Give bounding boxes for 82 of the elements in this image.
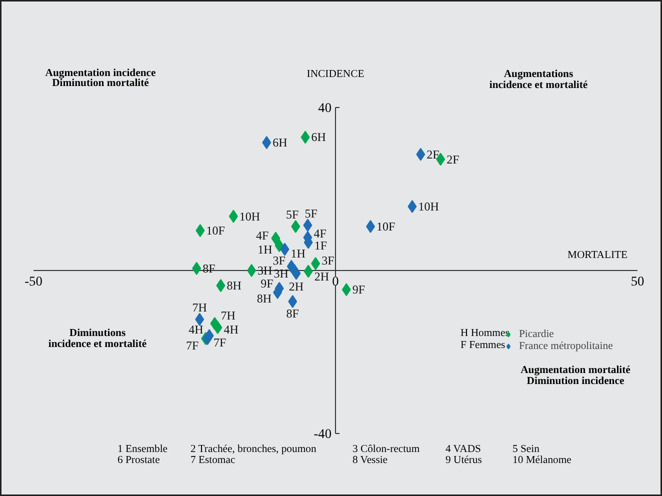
- text: 5 Sein: [512, 444, 540, 455]
- point: [288, 294, 298, 308]
- text: incidence et mortalité: [489, 80, 588, 91]
- y-axis-title: INCIDENCE: [306, 69, 364, 80]
- annotation: 8F: [286, 306, 300, 320]
- text: 4 VADS: [446, 444, 482, 455]
- annotation: Augmentation mortalité: [520, 365, 631, 376]
- annotation: 2F: [446, 152, 460, 166]
- x-axis-title: MORTALITE: [567, 250, 628, 261]
- annotation: 2H: [288, 279, 304, 294]
- text: 2 Trachée, bronches, poumon: [190, 444, 317, 455]
- point: [311, 257, 320, 270]
- text: 10 Mélanome: [512, 455, 572, 466]
- annotation: 10H: [239, 209, 260, 224]
- y-tick-label: -40: [314, 426, 332, 441]
- point: [280, 242, 290, 256]
- text: 9 Utérus: [446, 455, 482, 466]
- annotation: 7F: [213, 336, 226, 350]
- point: [408, 200, 417, 214]
- point: [213, 321, 222, 334]
- point: [192, 262, 202, 275]
- annotation: Diminutions: [69, 328, 126, 339]
- annotation: 1H: [258, 242, 273, 257]
- annotation: 4H: [188, 322, 204, 337]
- annotation: 3F: [272, 253, 286, 268]
- x-tick-label: -50: [24, 274, 43, 288]
- legend-label: Picardie: [519, 328, 554, 340]
- annotation: 9F: [260, 276, 274, 290]
- annotation: 1H: [290, 246, 306, 260]
- text: 6 Prostate: [118, 455, 160, 466]
- annotation: 7H: [192, 300, 208, 314]
- point: [262, 136, 272, 150]
- point: [416, 148, 426, 161]
- annotation: 5F: [304, 206, 318, 220]
- annotation: 4H: [224, 322, 239, 337]
- point: [292, 266, 301, 280]
- annotation: Diminution incidence: [526, 376, 624, 387]
- annotation: 5F: [286, 207, 299, 222]
- annotation: H Hommes: [460, 328, 510, 339]
- annotation: 9F: [352, 282, 366, 297]
- point: [300, 130, 310, 144]
- point: [228, 210, 238, 223]
- point: [366, 220, 376, 233]
- annotation: 6H: [311, 130, 326, 144]
- annotation: 3H: [274, 266, 289, 280]
- annotation: incidence et mortalité: [48, 339, 147, 350]
- annotation: 2H: [314, 269, 330, 284]
- annotation: 10F: [376, 219, 396, 234]
- annotation: 10F: [206, 224, 226, 238]
- point: [247, 264, 256, 277]
- point: [216, 279, 226, 292]
- annotation: 2F: [426, 147, 440, 162]
- text: 3 Côlon-rectum: [352, 444, 420, 455]
- point: [291, 220, 300, 233]
- annotation: 4F: [314, 226, 327, 240]
- text: Augmentation incidence: [45, 68, 156, 79]
- annotation: F Femmes: [460, 340, 506, 351]
- text: Diminution mortalité: [52, 78, 150, 89]
- annotation: 8H: [226, 278, 242, 293]
- text: 1 Ensemble: [118, 444, 168, 455]
- annotation: 10H: [418, 200, 440, 214]
- annotation: 1F: [314, 238, 328, 252]
- point: [274, 239, 284, 252]
- point: [303, 218, 312, 232]
- annotation: 8H: [256, 292, 272, 306]
- x-tick-label: 50: [630, 274, 644, 288]
- legend-label: France métropolitaine: [519, 340, 613, 352]
- point: [196, 224, 205, 238]
- point: [271, 232, 280, 245]
- annotation: 7H: [220, 308, 236, 322]
- point: [304, 264, 313, 278]
- point: [195, 312, 204, 326]
- text: Augmentations: [504, 69, 574, 80]
- text: 8 Vessie: [352, 455, 388, 466]
- point: [342, 283, 351, 296]
- y-tick-label: 40: [318, 100, 332, 115]
- annotation: 7F: [186, 338, 199, 353]
- x-tick-label: 0: [332, 274, 340, 288]
- text: 7 Estomac: [190, 455, 236, 466]
- annotation: 4F: [256, 228, 270, 242]
- annotation: 3F: [322, 254, 335, 268]
- annotation: 6H: [272, 136, 288, 150]
